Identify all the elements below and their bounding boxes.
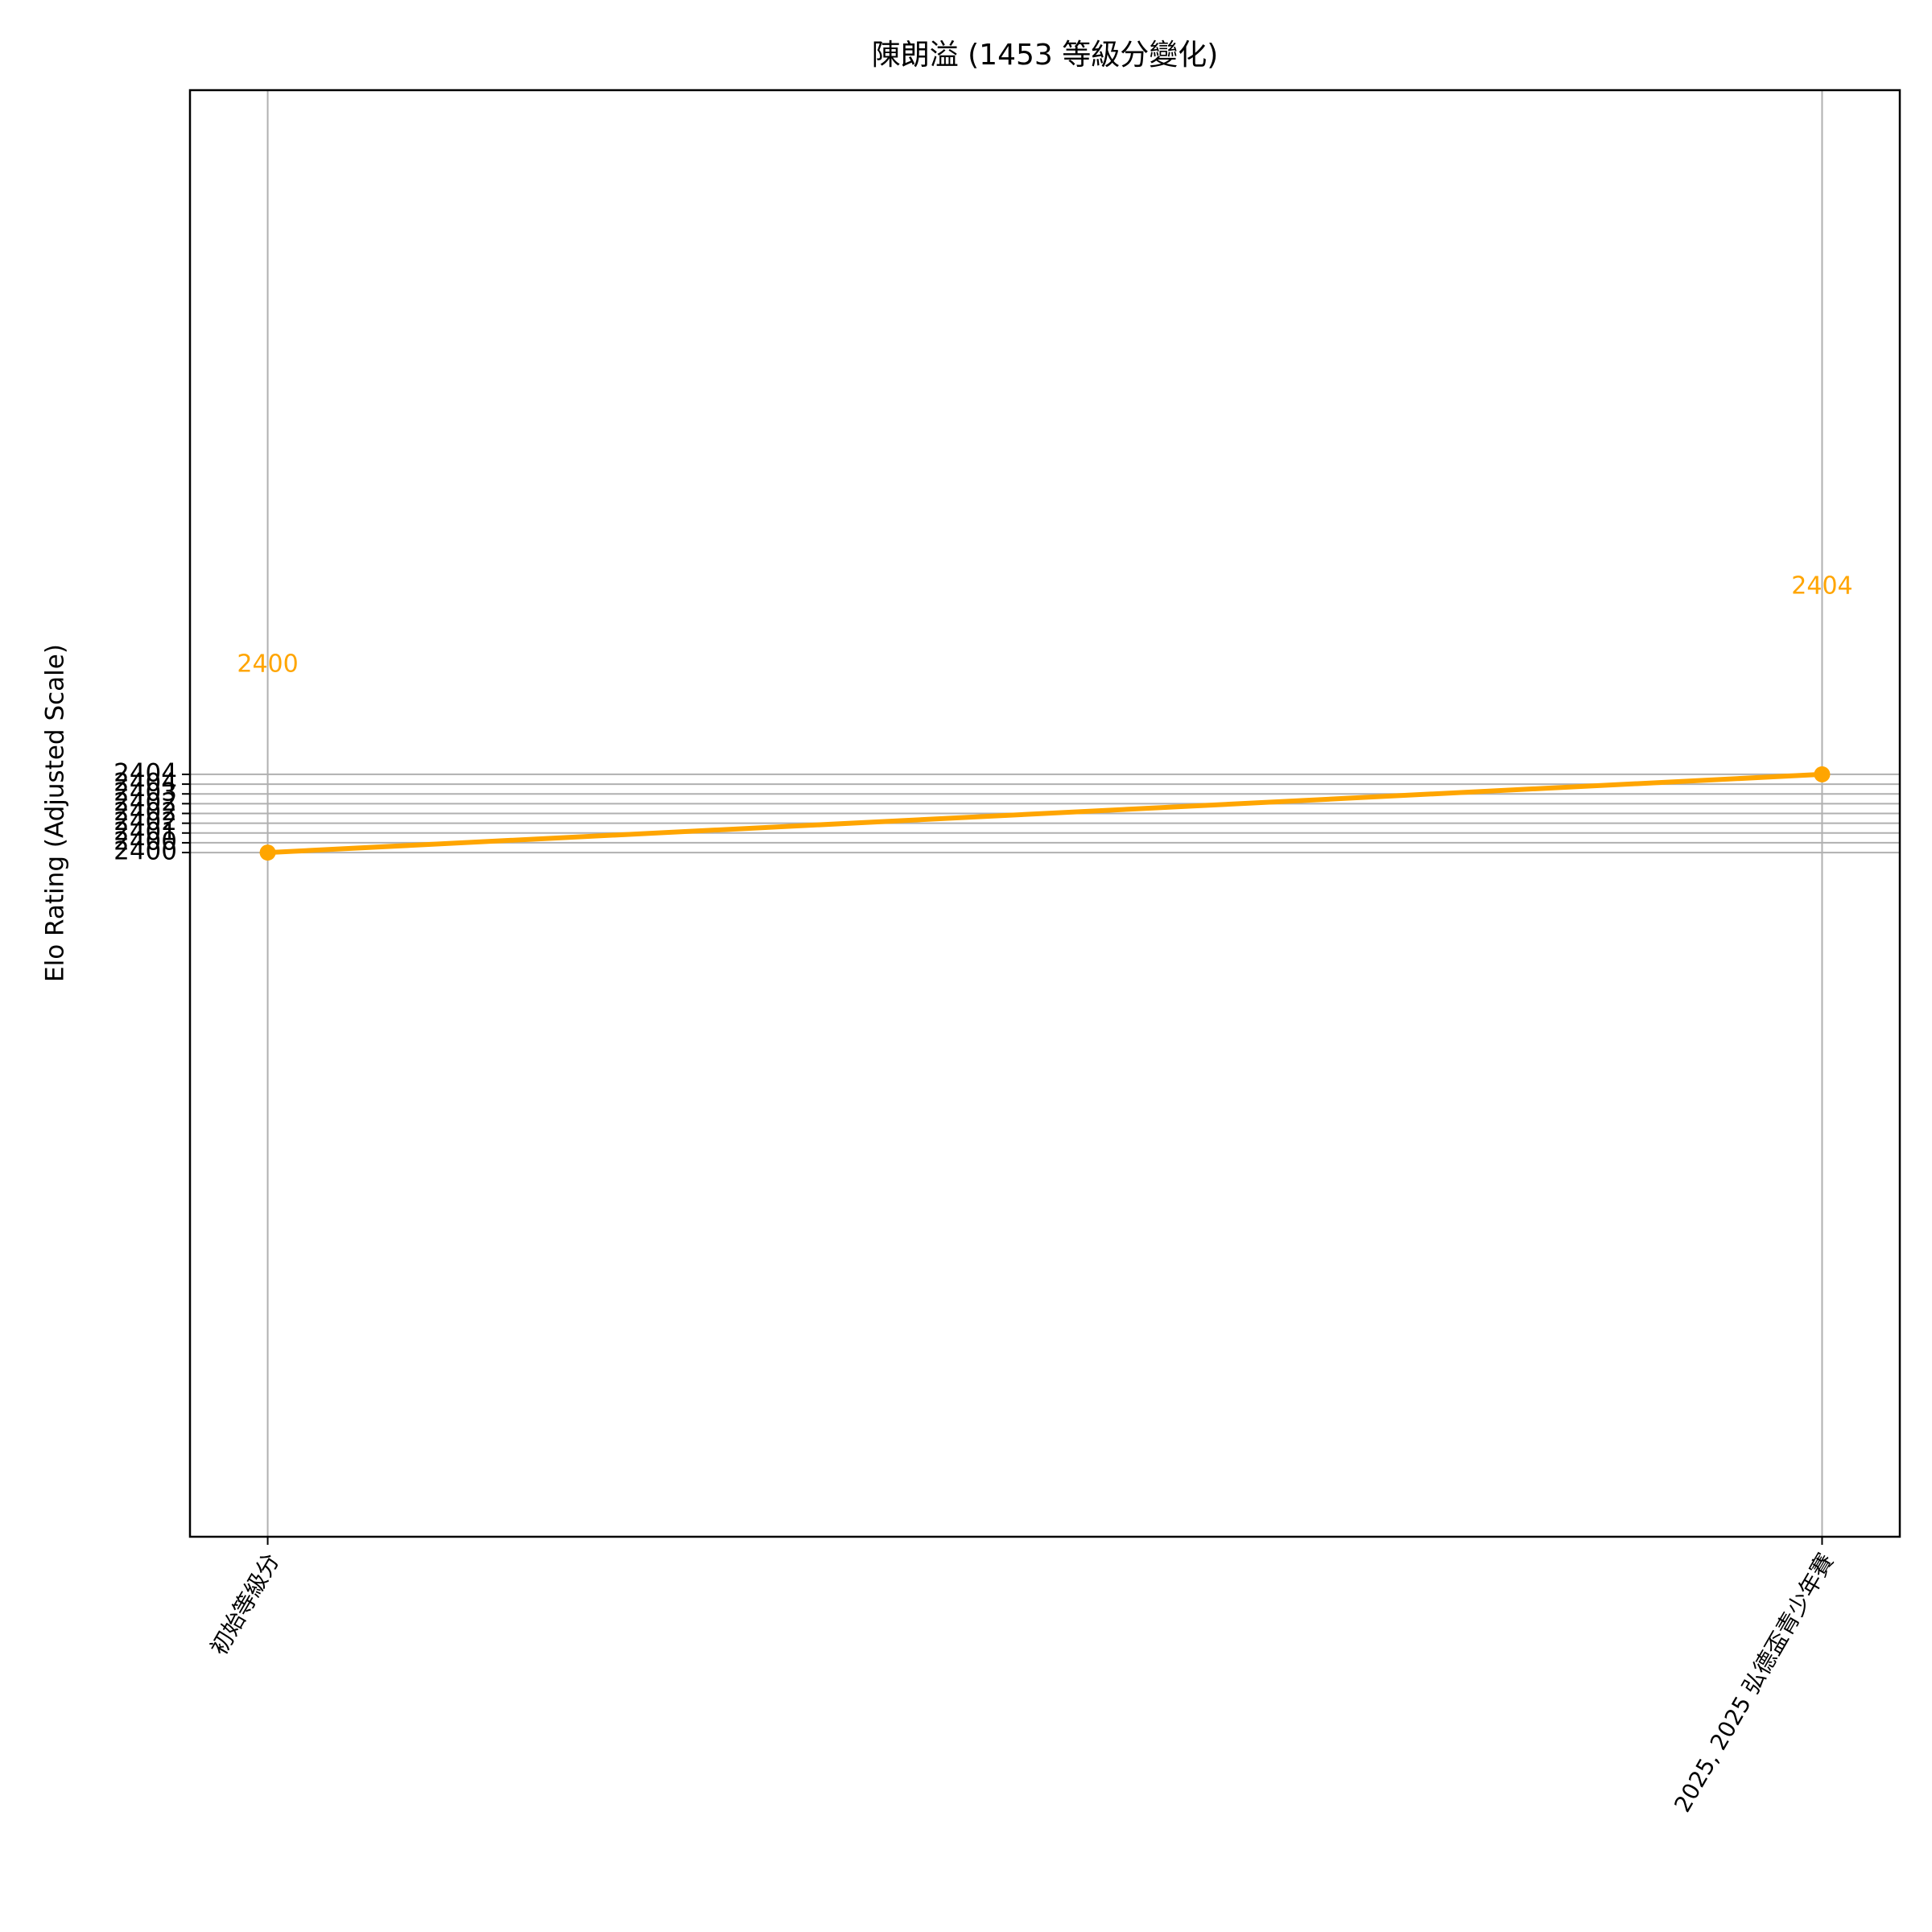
y-tick-label: 2402	[114, 798, 177, 827]
point	[259, 844, 276, 861]
y-tick-label: 2404	[114, 758, 177, 787]
y-tick-label: 2403	[114, 778, 177, 807]
chart-title: 陳朗溢 (1453 等級分變化)	[872, 39, 1219, 72]
line	[267, 771, 1823, 856]
value-label: 2400	[237, 650, 298, 679]
y-tick-label: 2400	[114, 827, 177, 856]
y-tick-label: 2401	[114, 817, 177, 846]
plot-frame	[188, 89, 1901, 1538]
y-tick-label: 2400	[114, 837, 177, 866]
y-axis-label: Elo Rating (Adjusted Scale)	[41, 644, 70, 982]
y-tick-label: 2402	[114, 788, 177, 817]
y-tick-label: 2404	[114, 769, 177, 798]
y-tick-label: 2402	[114, 807, 177, 836]
point	[1814, 766, 1831, 782]
value-label: 2404	[1791, 572, 1852, 600]
